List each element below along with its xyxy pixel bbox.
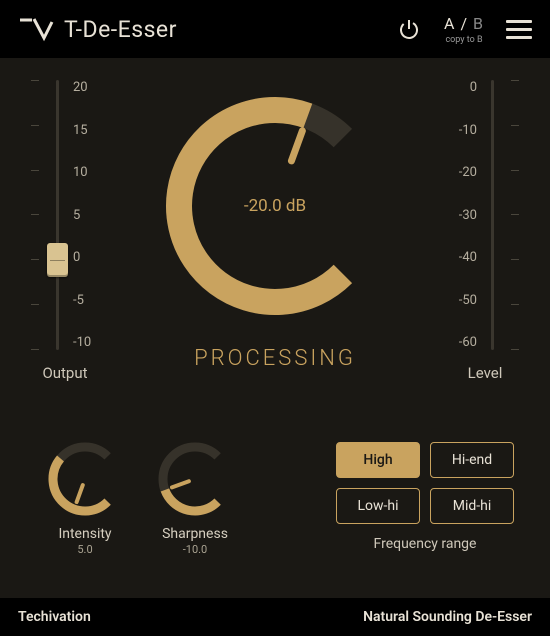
tick: 0 [459,80,477,95]
ab-a: A [444,14,455,33]
power-icon [397,17,421,41]
menu-button[interactable] [506,20,532,39]
tick: -30 [459,208,477,223]
brand-mark-icon [18,16,54,42]
freq-button-lowhi[interactable]: Low-hi [336,488,420,524]
plugin-title: T-De-Esser [64,16,177,43]
main: 20 15 10 5 0 -5 -10 Output -20.0 dB PROCESSING… [0,58,550,598]
power-button[interactable] [396,16,422,42]
brand-name: Techivation [18,609,91,625]
tick: -40 [459,250,477,265]
output-slider[interactable]: 20 15 10 5 0 -5 -10 Output [30,76,100,416]
intensity-value: 5.0 [77,543,92,556]
frequency-range: High Hi-end Low-hi Mid-hi Frequency range [336,434,514,552]
tagline: Natural Sounding De-Esser [363,609,532,625]
sharpness-arc [150,434,240,524]
sharpness-knob[interactable]: Sharpness -10.0 [140,434,250,556]
intensity-knob[interactable]: Intensity 5.0 [30,434,140,556]
tick: -10 [73,335,91,350]
freq-button-hiend[interactable]: Hi-end [430,442,514,478]
tick: -5 [73,293,91,308]
meter-track [491,80,494,350]
frequency-range-label: Frequency range [374,536,477,552]
sharpness-value: -10.0 [183,543,208,556]
processing-label: PROCESSING [194,346,356,371]
header: T-De-Esser A / B copy to B [0,0,550,58]
footer: Techivation Natural Sounding De-Esser [0,598,550,636]
level-label: Level [468,364,503,382]
copy-to-b[interactable]: copy to B [445,35,482,45]
tick: -50 [459,293,477,308]
intensity-label: Intensity [58,526,111,542]
ab-b: B [473,14,484,33]
slider-handle[interactable] [47,243,68,277]
tick: 0 [73,250,91,265]
tick: -20 [459,165,477,180]
processing-knob[interactable]: -20.0 dB [145,76,405,336]
slider-track [56,80,59,350]
output-label: Output [42,364,87,382]
level-meter: 0 -10 -20 -30 -40 -50 -60 Level [450,76,520,416]
tick: 20 [73,80,91,95]
tick: -10 [459,123,477,138]
menu-icon [506,20,532,23]
tick: -60 [459,335,477,350]
tick: 5 [73,208,91,223]
output-ticks: 20 15 10 5 0 -5 -10 [73,80,91,350]
tick: 10 [73,165,91,180]
gain-readout: -20.0 dB [244,196,306,216]
level-ticks: 0 -10 -20 -30 -40 -50 -60 [459,80,477,350]
logo: T-De-Esser [18,16,177,43]
tick: 15 [73,123,91,138]
ab-toggle[interactable]: A / B copy to B [444,14,484,45]
freq-button-midhi[interactable]: Mid-hi [430,488,514,524]
intensity-arc [40,434,130,524]
sharpness-label: Sharpness [162,526,228,542]
freq-button-high[interactable]: High [336,442,420,478]
